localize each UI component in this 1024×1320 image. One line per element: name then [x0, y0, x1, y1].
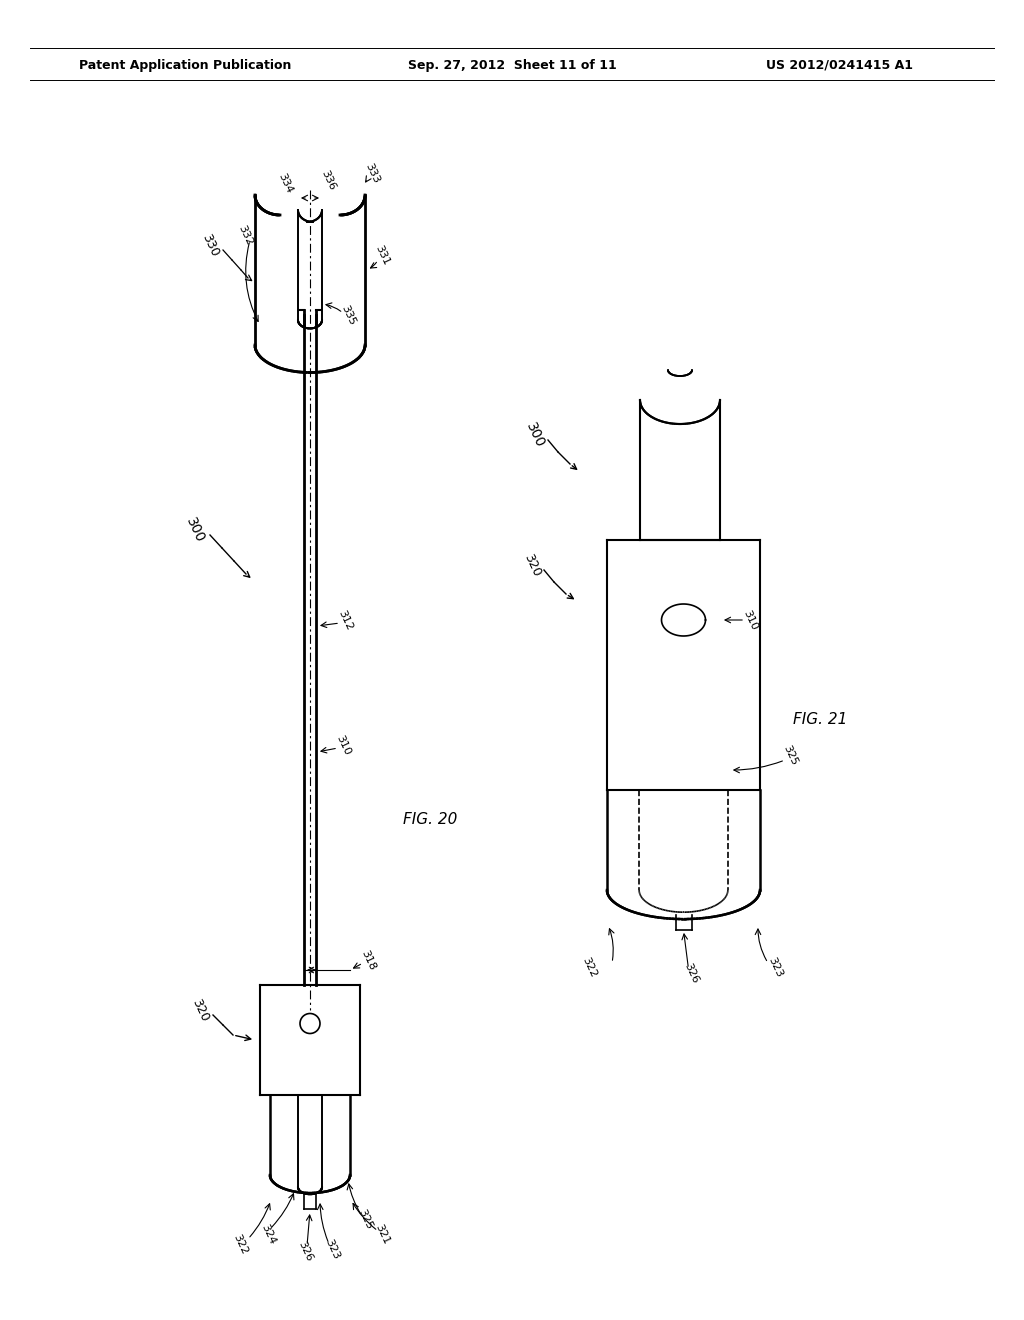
Text: 310: 310: [334, 734, 352, 756]
Text: 300: 300: [523, 420, 547, 450]
Text: 323: 323: [766, 956, 784, 978]
Text: 312: 312: [336, 609, 354, 632]
Text: 321: 321: [373, 1222, 391, 1246]
Text: 336: 336: [319, 169, 337, 191]
Text: 323: 323: [323, 1237, 341, 1261]
Text: 326: 326: [683, 961, 700, 985]
Text: US 2012/0241415 A1: US 2012/0241415 A1: [767, 58, 913, 71]
Text: 310: 310: [741, 609, 759, 632]
Text: 320: 320: [189, 997, 211, 1023]
Text: 318: 318: [359, 948, 377, 972]
Text: 334: 334: [276, 172, 294, 194]
Text: 325: 325: [781, 743, 799, 767]
Text: 330: 330: [199, 231, 221, 259]
Text: Patent Application Publication: Patent Application Publication: [79, 58, 291, 71]
Text: 322: 322: [231, 1233, 249, 1255]
Text: 326: 326: [296, 1239, 314, 1263]
Text: 324: 324: [259, 1222, 278, 1246]
Text: 325: 325: [356, 1208, 374, 1230]
Text: 300: 300: [183, 515, 207, 545]
Text: FIG. 20: FIG. 20: [402, 813, 457, 828]
Text: 320: 320: [521, 552, 543, 578]
Text: 332: 332: [236, 223, 254, 247]
Text: 333: 333: [364, 161, 381, 185]
Text: 331: 331: [373, 243, 391, 267]
Text: Sep. 27, 2012  Sheet 11 of 11: Sep. 27, 2012 Sheet 11 of 11: [408, 58, 616, 71]
Text: FIG. 21: FIG. 21: [793, 713, 847, 727]
Text: 335: 335: [339, 304, 357, 326]
Text: 322: 322: [580, 956, 598, 978]
